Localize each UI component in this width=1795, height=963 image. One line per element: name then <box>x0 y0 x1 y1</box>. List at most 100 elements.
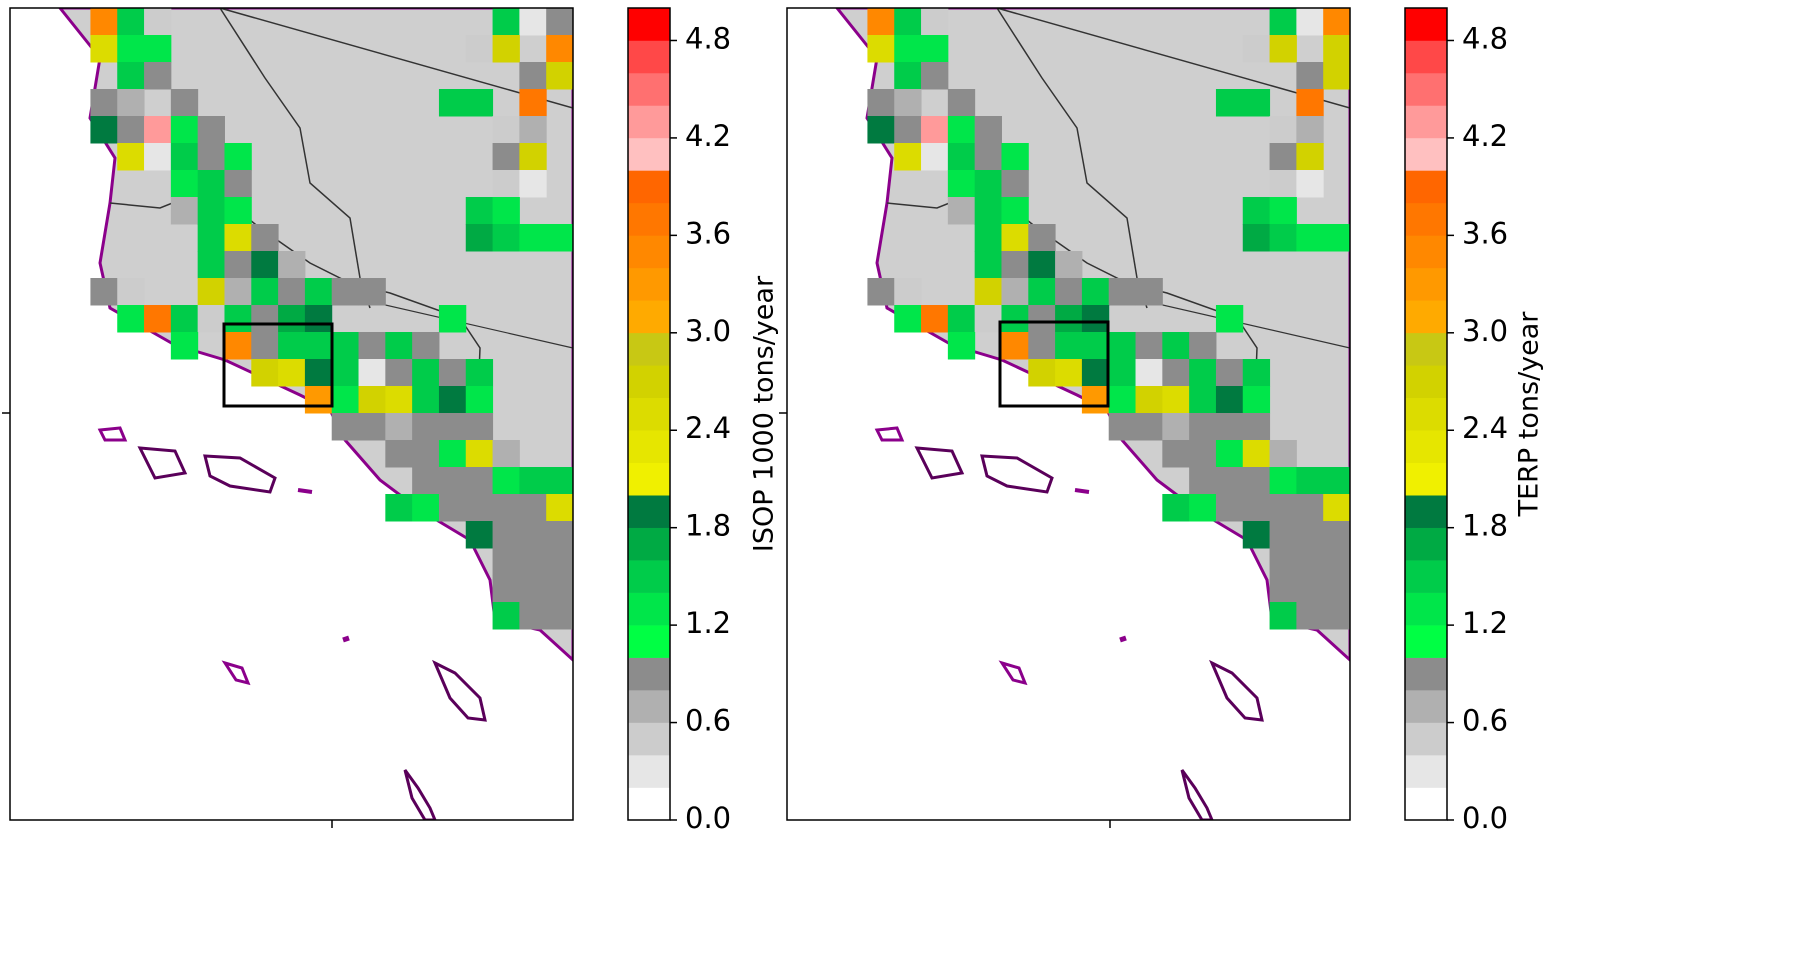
grid-cell <box>465 35 494 63</box>
map-frame <box>9 7 574 821</box>
grid-cell <box>492 143 520 171</box>
grid-cell <box>867 35 895 63</box>
colorbar-segment <box>628 690 670 723</box>
grid-cell <box>1296 467 1324 495</box>
grid-cell <box>224 251 252 279</box>
grid-cell <box>894 143 922 171</box>
grid-cell <box>546 35 573 63</box>
grid-cell <box>197 224 225 252</box>
colorbar-tick-label: 3.6 <box>685 216 731 250</box>
grid-cell <box>1189 494 1217 522</box>
grid-cell <box>1001 224 1029 252</box>
colorbar-segment <box>628 40 670 74</box>
grid-cell <box>921 35 949 63</box>
grid-cell <box>412 467 440 495</box>
grid-cell <box>90 35 118 63</box>
grid-cell <box>974 251 1002 279</box>
grid-cell <box>465 494 494 522</box>
grid-cell <box>921 116 949 144</box>
grid-cell <box>1189 332 1217 360</box>
grid-cell <box>412 440 440 468</box>
grid-cell <box>1108 386 1137 414</box>
grid-cell <box>197 278 225 306</box>
colorbar-segment <box>1405 495 1447 528</box>
grid-cell <box>170 170 199 198</box>
grid-cell <box>1242 89 1271 117</box>
grid-cell <box>304 278 333 306</box>
grid-cell <box>144 35 172 63</box>
colorbar-tick-label: 1.8 <box>1462 509 1508 543</box>
grid-cell <box>974 170 1002 198</box>
grid-cell <box>1162 413 1190 441</box>
grid-cell <box>519 494 547 522</box>
grid-cell <box>331 413 360 441</box>
colorbar-segment <box>1405 430 1447 464</box>
grid-cell <box>251 332 279 360</box>
grid-cell <box>1323 35 1350 63</box>
grid-cell <box>546 224 573 252</box>
grid-cell <box>492 224 520 252</box>
grid-cell <box>278 251 306 279</box>
colorbar-segment <box>628 332 670 366</box>
grid-cell <box>224 170 252 198</box>
grid-cell <box>385 494 413 522</box>
colorbar-segment <box>628 397 670 431</box>
grid-cell <box>331 278 360 306</box>
grid-cell <box>492 440 520 468</box>
grid-cell <box>331 386 360 414</box>
grid-cell <box>117 278 145 306</box>
grid-cell <box>947 197 976 225</box>
grid-cell <box>519 224 547 252</box>
colorbar-segment <box>628 8 670 41</box>
grid-cell <box>1028 332 1056 360</box>
grid-cell <box>546 62 573 90</box>
grid-cell <box>1269 224 1297 252</box>
grid-cell <box>1242 413 1271 441</box>
colorbar-segment <box>628 560 670 593</box>
grid-cell <box>1242 386 1271 414</box>
grid-cell <box>947 89 976 117</box>
grid-cell <box>1001 143 1029 171</box>
grid-cell <box>1323 548 1350 576</box>
grid-cell <box>438 305 467 333</box>
grid-cell <box>224 143 252 171</box>
colorbar-segment <box>628 267 670 301</box>
grid-cell <box>251 251 279 279</box>
grid-cell <box>438 89 467 117</box>
grid-cell <box>1242 494 1271 522</box>
grid-cell <box>251 278 279 306</box>
grid-cell <box>1162 386 1190 414</box>
grid-cell <box>438 386 467 414</box>
grid-cell <box>492 548 520 576</box>
grid-cell <box>921 305 949 333</box>
grid-cell <box>867 89 895 117</box>
grid-cell <box>1215 440 1244 468</box>
colorbar-tick-label: 2.4 <box>1462 411 1508 445</box>
grid-cell <box>385 440 413 468</box>
colorbar: 0.0 0.6 1.2 1.8 2.4 3.0 3.6 4.2 4.8 TERP tons/yea… <box>1404 7 1545 835</box>
grid-cell <box>1296 602 1324 630</box>
grid-cell <box>144 116 172 144</box>
colorbar-segment <box>628 755 670 788</box>
grid-cell <box>1162 332 1190 360</box>
colorbar-segment <box>1405 560 1447 593</box>
grid-cell <box>170 305 199 333</box>
colorbar-segment <box>628 787 670 821</box>
grid-cell <box>385 332 413 360</box>
grid-cell <box>1323 575 1350 603</box>
grid-cell <box>1296 224 1324 252</box>
grid-cell <box>1269 467 1297 495</box>
grid-cell <box>1296 8 1324 36</box>
colorbar-segment <box>1405 690 1447 723</box>
grid-cell <box>519 8 547 36</box>
colorbar-segment <box>1405 527 1447 561</box>
grid-cell <box>974 305 1002 333</box>
colorbar-segment <box>1405 755 1447 788</box>
colorbar-segment <box>1405 462 1447 496</box>
grid-cell <box>90 8 118 36</box>
cell-layer <box>867 8 1350 630</box>
colorbar-tick-label: 1.8 <box>685 509 731 543</box>
grid-cell <box>1001 170 1029 198</box>
colorbar: 0.0 0.6 1.2 1.8 2.4 3.0 3.6 4.2 4.8 ISOP 1000 ton… <box>627 7 780 835</box>
grid-cell <box>492 521 520 549</box>
